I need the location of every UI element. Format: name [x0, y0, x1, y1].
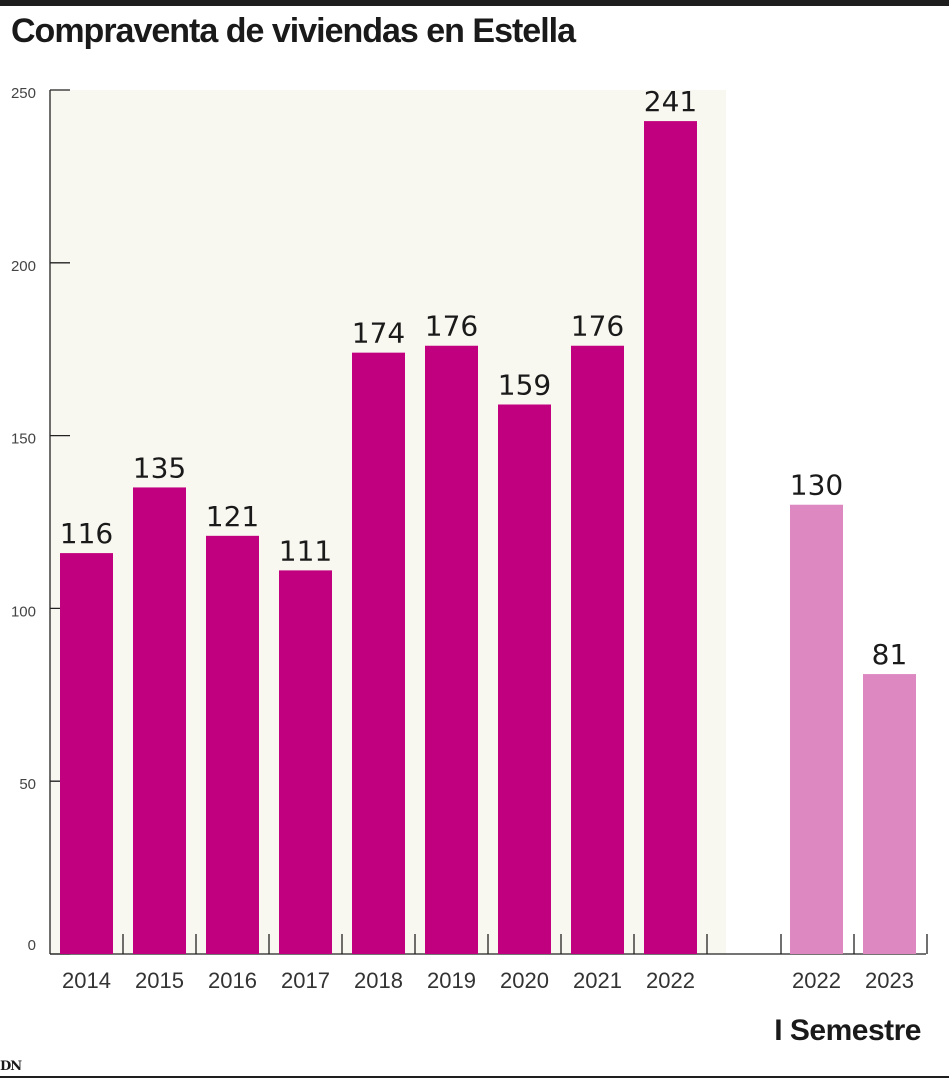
bar-value-label: 176 — [571, 310, 624, 343]
y-tick-label: 150 — [11, 431, 36, 448]
bar — [425, 345, 478, 954]
bottom-rule — [0, 1076, 949, 1078]
bar — [644, 121, 697, 954]
bar — [498, 404, 551, 955]
semester-group-label: I Semestre — [774, 1014, 921, 1047]
bar-value-label: 135 — [133, 451, 186, 484]
y-tick-label: 0 — [28, 937, 36, 954]
y-tick-label: 200 — [11, 258, 36, 275]
bar-value-label: 81 — [872, 638, 908, 671]
y-tick-label: 100 — [11, 603, 36, 620]
bar-value-label: 121 — [206, 500, 259, 533]
bar — [206, 535, 259, 954]
bar — [279, 570, 332, 954]
bar — [352, 352, 405, 954]
y-tick-label: 50 — [19, 776, 36, 793]
x-category-label: 2018 — [354, 968, 403, 993]
bar-value-label: 130 — [790, 469, 843, 502]
bar — [863, 674, 916, 954]
x-category-label: 2023 — [865, 968, 914, 993]
x-category-label: 2022 — [792, 968, 841, 993]
bar-value-label: 116 — [60, 517, 113, 550]
bar-value-label: 241 — [644, 85, 697, 118]
bar — [790, 504, 843, 954]
x-category-label: 2016 — [208, 968, 257, 993]
x-category-label: 2022 — [646, 968, 695, 993]
bar — [60, 553, 113, 954]
publisher-logo: DN — [0, 1059, 22, 1074]
bar-value-label: 176 — [425, 310, 478, 343]
bar-value-label: 159 — [498, 368, 551, 401]
bar — [133, 487, 186, 954]
x-category-label: 2015 — [135, 968, 184, 993]
bar-value-label: 174 — [352, 317, 405, 350]
bar — [571, 345, 624, 954]
x-category-label: 2014 — [62, 968, 111, 993]
x-category-label: 2020 — [500, 968, 549, 993]
x-category-label: 2021 — [573, 968, 622, 993]
x-category-label: 2017 — [281, 968, 330, 993]
chart-title: Compraventa de viviendas en Estella — [11, 12, 576, 50]
x-category-label: 2019 — [427, 968, 476, 993]
bar-value-label: 111 — [279, 534, 332, 567]
y-tick-label: 250 — [11, 85, 36, 102]
top-rule — [0, 0, 949, 6]
